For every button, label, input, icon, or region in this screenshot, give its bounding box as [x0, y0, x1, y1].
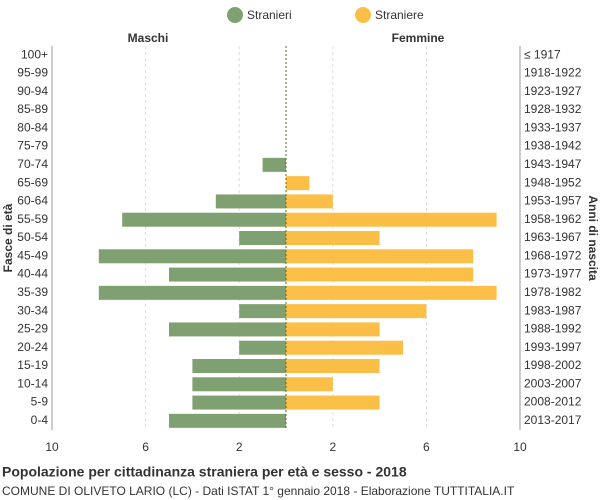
right-label: Femmine	[392, 31, 445, 45]
x-tick-label: 2	[236, 440, 243, 454]
x-tick-label: 10	[513, 440, 527, 454]
bar	[192, 377, 286, 392]
y2-tick-label: 1978-1982	[524, 285, 582, 299]
y2-tick-label: 1988-1992	[524, 322, 582, 336]
y2-tick-label: 1958-1962	[524, 212, 582, 226]
y-tick-label: 20-24	[17, 340, 48, 354]
y-tick-label: 75-79	[17, 139, 48, 153]
y-tick-label: 65-69	[17, 175, 48, 189]
y-tick-label: 100+	[21, 47, 48, 61]
y-tick-label: 10-14	[17, 376, 48, 390]
bar	[286, 212, 497, 227]
bar	[286, 249, 474, 264]
y-tick-label: 35-39	[17, 285, 48, 299]
y-tick-label: 50-54	[17, 230, 48, 244]
y2-tick-label: 1938-1942	[524, 139, 582, 153]
left-label: Maschi	[128, 31, 169, 45]
legend-swatch	[227, 7, 243, 23]
bar	[192, 359, 286, 373]
y2-tick-label: 2008-2012	[524, 395, 582, 409]
y2-tick-label: 1973-1977	[524, 267, 582, 281]
y-tick-label: 90-94	[17, 84, 48, 98]
y2-tick-label: 2013-2017	[524, 413, 582, 427]
bar	[192, 395, 286, 410]
bar	[169, 267, 286, 282]
chart-subtitle: COMUNE DI OLIVETO LARIO (LC) - Dati ISTA…	[2, 484, 515, 498]
y2-tick-label: 1933-1937	[524, 120, 582, 134]
y2-tick-label: 1963-1967	[524, 230, 582, 244]
y-tick-label: 70-74	[17, 157, 48, 171]
y2-tick-label: 1993-1997	[524, 340, 582, 354]
bar	[239, 340, 286, 355]
bar	[239, 231, 286, 245]
x-tick-label: 2	[329, 440, 336, 454]
y-tick-label: 5-9	[31, 395, 49, 409]
legend-label: Stranieri	[247, 8, 292, 22]
y-axis-label: Fasce di età	[1, 203, 15, 272]
y2-tick-label: 1918-1922	[524, 66, 582, 80]
y-tick-label: 40-44	[17, 267, 48, 281]
y2-tick-label: 1968-1972	[524, 248, 582, 262]
y-tick-label: 95-99	[17, 66, 48, 80]
chart-title: Popolazione per cittadinanza straniera p…	[2, 464, 407, 480]
bar	[286, 304, 427, 319]
y2-axis-label: Anni di nascita	[586, 195, 600, 281]
y2-tick-label: 1928-1932	[524, 102, 582, 116]
y2-tick-label: 1948-1952	[524, 175, 582, 189]
bar	[98, 249, 286, 264]
y2-tick-label: 2003-2007	[524, 376, 582, 390]
bar	[286, 231, 380, 245]
bar	[286, 395, 380, 410]
y2-tick-label: 1983-1987	[524, 303, 582, 317]
legend-label: Straniere	[375, 8, 424, 22]
bar	[169, 322, 286, 337]
y2-tick-label: 1923-1927	[524, 84, 582, 98]
y-tick-label: 80-84	[17, 120, 48, 134]
y2-tick-label: ≤ 1917	[524, 47, 561, 61]
y2-tick-label: 1998-2002	[524, 358, 582, 372]
bar	[262, 157, 286, 172]
bar	[215, 194, 286, 209]
y2-tick-label: 1943-1947	[524, 157, 582, 171]
bar	[286, 359, 380, 373]
bar	[286, 194, 333, 209]
bar	[239, 304, 286, 319]
bar	[286, 377, 333, 392]
x-tick-label: 6	[142, 440, 149, 454]
bar	[286, 322, 380, 337]
y-tick-label: 85-89	[17, 102, 48, 116]
y-tick-label: 0-4	[31, 413, 49, 427]
x-tick-label: 10	[45, 440, 59, 454]
y-tick-label: 15-19	[17, 358, 48, 372]
y-tick-label: 60-64	[17, 194, 48, 208]
y-tick-label: 55-59	[17, 212, 48, 226]
bar	[122, 212, 286, 227]
bar	[286, 176, 310, 191]
bar	[169, 413, 286, 428]
bar	[98, 285, 286, 300]
y-tick-label: 30-34	[17, 303, 48, 317]
legend-swatch	[355, 7, 371, 23]
y2-tick-label: 1953-1957	[524, 194, 582, 208]
bar	[286, 285, 497, 300]
bar	[286, 267, 474, 282]
x-tick-label: 6	[423, 440, 430, 454]
bar	[286, 340, 403, 355]
y-tick-label: 25-29	[17, 322, 48, 336]
y-tick-label: 45-49	[17, 248, 48, 262]
